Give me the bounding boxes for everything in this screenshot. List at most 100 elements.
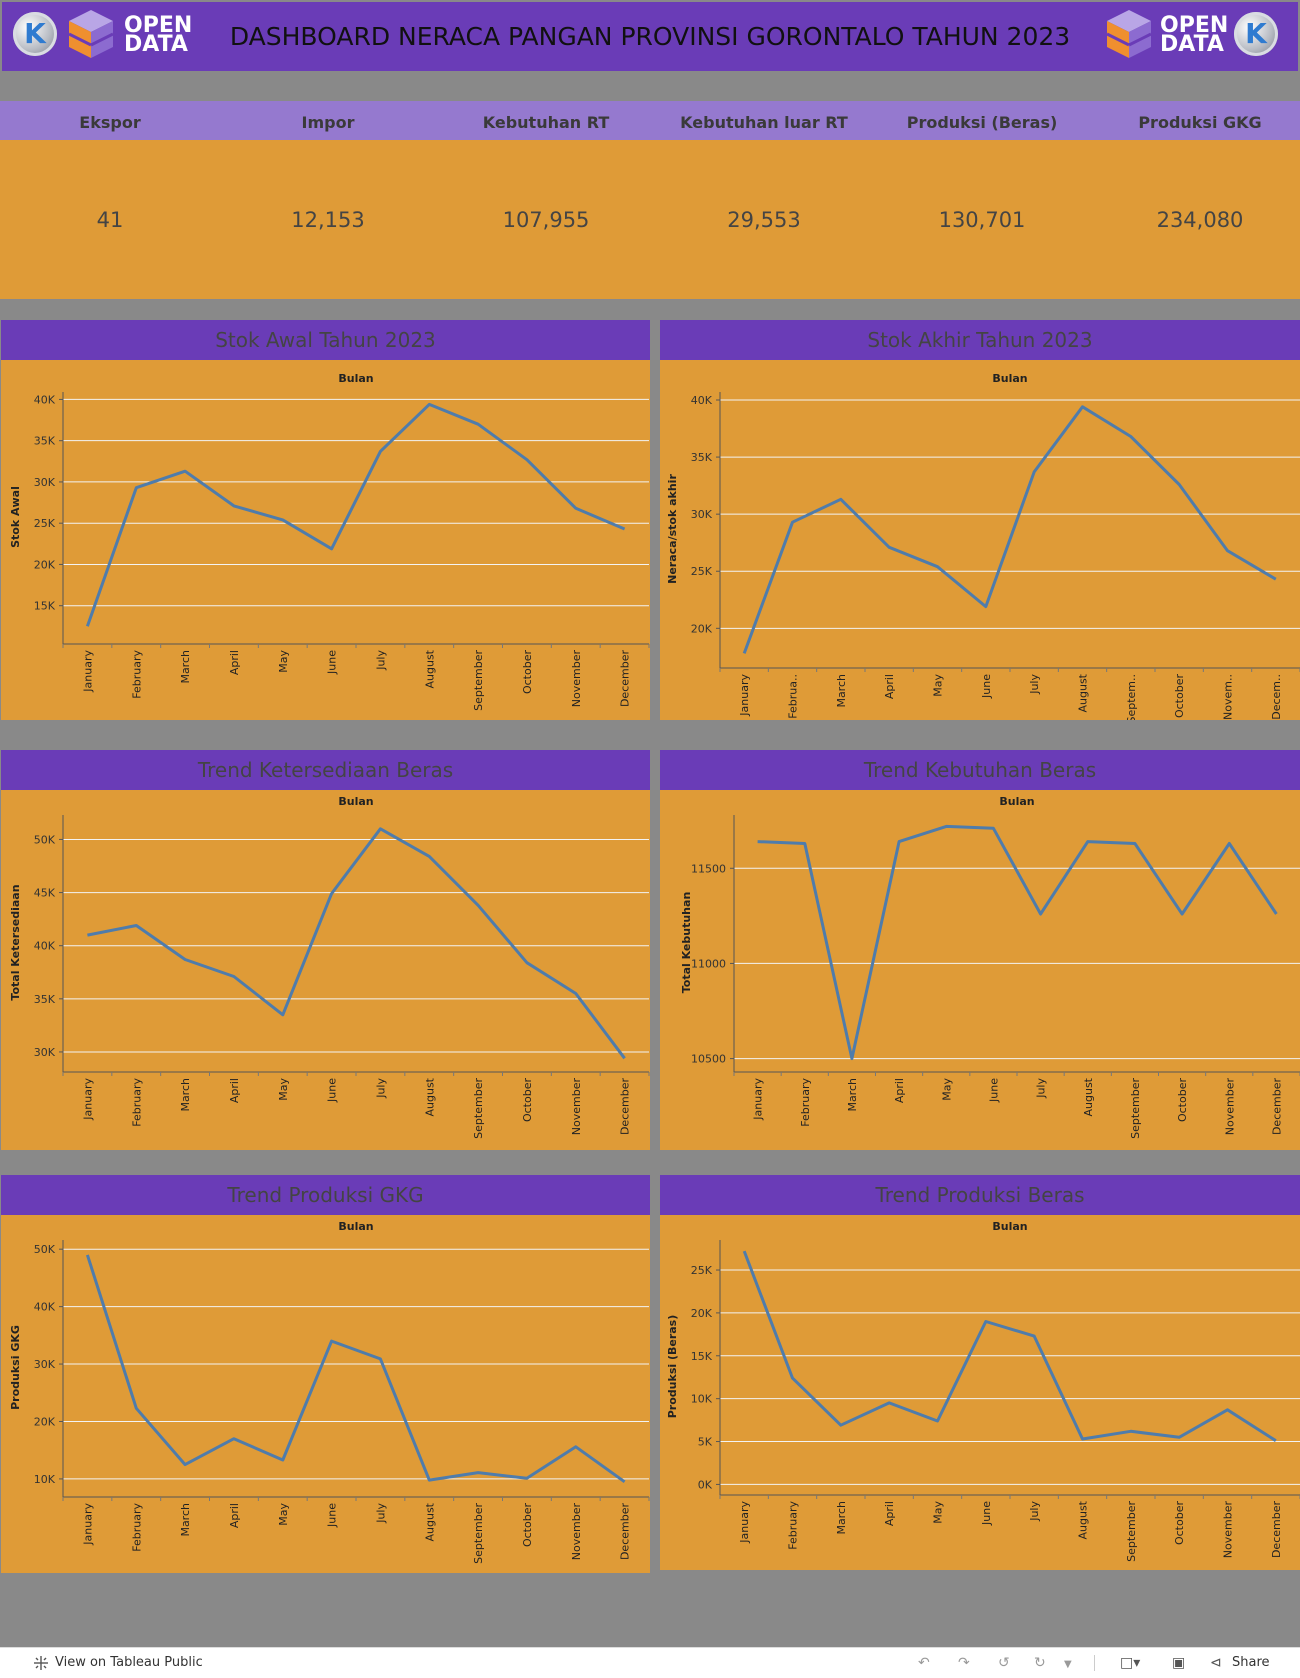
chart-2-ytick-label: 35K — [34, 993, 56, 1006]
chart-3-data-point[interactable] — [848, 1055, 856, 1063]
fullscreen-icon[interactable]: ▣ — [1172, 1655, 1186, 1671]
chart-2-data-point[interactable] — [425, 852, 433, 860]
chart-4-data-point[interactable] — [621, 1478, 629, 1486]
chart-5-data-point[interactable] — [885, 1399, 893, 1407]
chart-1-xtick-label: May — [932, 674, 945, 697]
chart-3-data-point[interactable] — [942, 822, 950, 830]
chart-2-data-point[interactable] — [572, 990, 580, 998]
redo-icon[interactable]: ↷ — [958, 1655, 970, 1671]
chart-2-data-point[interactable] — [328, 890, 336, 898]
chart-5-data-point[interactable] — [1127, 1427, 1135, 1435]
kpi-value-kebutuhan-rt[interactable]: 107,955 — [502, 208, 590, 232]
kpi-value-kebutuhan-luar-rt[interactable]: 29,553 — [727, 208, 801, 232]
undo-icon[interactable]: ↶ — [918, 1655, 930, 1671]
chart-5-data-point[interactable] — [837, 1421, 845, 1429]
chart-0-data-point[interactable] — [132, 484, 140, 492]
view-on-tableau-link[interactable]: View on Tableau Public — [55, 1655, 203, 1670]
chart-4-data-point[interactable] — [83, 1251, 91, 1259]
chart-3-data-point[interactable] — [1225, 840, 1233, 848]
chart-0-data-point[interactable] — [181, 467, 189, 475]
chart-5-data-point[interactable] — [1030, 1332, 1038, 1340]
chart-ketersediaan[interactable]: Bulan 30K 35K 40K 45K 50K Total Ketersediaan Ja… — [1, 790, 650, 1150]
chart-1-data-point[interactable] — [934, 563, 942, 571]
chart-1-data-point[interactable] — [982, 603, 990, 611]
chart-0-data-point[interactable] — [83, 622, 91, 630]
chart-4-data-point[interactable] — [230, 1435, 238, 1443]
chart-0-data-point[interactable] — [279, 516, 287, 524]
chart-1-data-point[interactable] — [1224, 547, 1232, 555]
chart-3-data-point[interactable] — [1084, 838, 1092, 846]
chart-2-data-point[interactable] — [132, 922, 140, 930]
chart-3-data-point[interactable] — [1037, 910, 1045, 918]
kpi-value-impor[interactable]: 12,153 — [291, 208, 365, 232]
chart-3-data-point[interactable] — [801, 840, 809, 848]
chart-4-series-line — [85, 1254, 626, 1484]
chart-5-data-point[interactable] — [789, 1374, 797, 1382]
chart-2-data-point[interactable] — [181, 956, 189, 964]
chart-2-data-point[interactable] — [621, 1054, 629, 1062]
chart-0-data-point[interactable] — [328, 545, 336, 553]
revert-icon[interactable]: ↺ — [998, 1655, 1010, 1671]
chart-2-data-point[interactable] — [279, 1011, 287, 1019]
chart-4-data-point[interactable] — [132, 1404, 140, 1412]
chart-0-data-point[interactable] — [474, 420, 482, 428]
chart-2-data-point[interactable] — [474, 901, 482, 909]
chart-produksi-gkg[interactable]: Bulan 10K 20K 30K 40K 50K Produksi GKG January F… — [1, 1215, 650, 1573]
chart-stok-akhir[interactable]: Bulan 20K 25K 30K 35K 40K Neraca/stok akhir Jan… — [660, 360, 1300, 724]
chart-0-xtick-label: July — [374, 650, 387, 671]
kpi-value-ekspor[interactable]: 41 — [96, 208, 124, 232]
chart-2-data-point[interactable] — [230, 973, 238, 981]
chart-0-xtick-label: October — [521, 650, 534, 694]
chart-0-data-point[interactable] — [621, 525, 629, 533]
chart-1-data-point[interactable] — [1030, 468, 1038, 476]
chart-5-data-point[interactable] — [1224, 1406, 1232, 1414]
chart-4-data-point[interactable] — [425, 1476, 433, 1484]
chart-2-data-point[interactable] — [83, 931, 91, 939]
kpi-value-produksi-beras[interactable]: 130,701 — [938, 208, 1026, 232]
chart-0-data-point[interactable] — [523, 456, 531, 464]
chart-1-data-point[interactable] — [789, 518, 797, 526]
chart-5-data-point[interactable] — [1175, 1433, 1183, 1441]
chart-4-data-point[interactable] — [328, 1337, 336, 1345]
chart-3-data-point[interactable] — [754, 838, 762, 846]
chart-4-data-point[interactable] — [279, 1456, 287, 1464]
comment-dropdown-icon[interactable]: □▾ — [1120, 1655, 1141, 1671]
chart-1-data-point[interactable] — [1079, 403, 1087, 411]
chart-1-data-point[interactable] — [1127, 433, 1135, 441]
chart-4-data-point[interactable] — [181, 1461, 189, 1469]
chart-4-data-point[interactable] — [572, 1443, 580, 1451]
chart-4-ytick-label: 20K — [34, 1415, 56, 1428]
chart-3-data-point[interactable] — [989, 824, 997, 832]
chart-1-data-point[interactable] — [885, 543, 893, 551]
chart-2-data-point[interactable] — [523, 959, 531, 967]
chart-3-data-point[interactable] — [895, 838, 903, 846]
chart-5-data-point[interactable] — [1079, 1435, 1087, 1443]
share-button[interactable]: Share — [1232, 1655, 1270, 1670]
chart-3-data-point[interactable] — [1131, 840, 1139, 848]
chart-produksi-beras[interactable]: Bulan 0K 5K 10K 15K 20K 25K Produksi (Beras) Jan… — [660, 1215, 1300, 1570]
chart-0-data-point[interactable] — [425, 400, 433, 408]
pause-dropdown-icon[interactable]: ▼ — [1064, 1659, 1072, 1670]
chart-5-data-point[interactable] — [934, 1417, 942, 1425]
chart-4-data-point[interactable] — [523, 1474, 531, 1482]
chart-4-data-point[interactable] — [376, 1355, 384, 1363]
chart-1-data-point[interactable] — [740, 649, 748, 657]
chart-5-data-point[interactable] — [1272, 1437, 1280, 1445]
share-icon[interactable]: ⊲ — [1210, 1655, 1222, 1671]
chart-3-data-point[interactable] — [1178, 910, 1186, 918]
chart-1-data-point[interactable] — [1175, 480, 1183, 488]
chart-0-data-point[interactable] — [376, 447, 384, 455]
chart-kebutuhan[interactable]: Bulan 10500 11000 11500 Total Kebutuhan Janua… — [660, 790, 1300, 1150]
chart-1-data-point[interactable] — [1272, 575, 1280, 583]
kpi-value-produksi-gkg[interactable]: 234,080 — [1156, 208, 1244, 232]
chart-4-data-point[interactable] — [474, 1469, 482, 1477]
chart-stok-awal[interactable]: Bulan 15K 20K 25K 30K 35K 40K Stok Awal January F… — [1, 360, 650, 720]
chart-0-data-point[interactable] — [230, 502, 238, 510]
chart-0-data-point[interactable] — [572, 504, 580, 512]
chart-2-data-point[interactable] — [376, 825, 384, 833]
chart-5-data-point[interactable] — [740, 1247, 748, 1255]
refresh-icon[interactable]: ↻ — [1034, 1655, 1046, 1671]
chart-3-data-point[interactable] — [1272, 910, 1280, 918]
chart-1-data-point[interactable] — [837, 495, 845, 503]
chart-5-data-point[interactable] — [982, 1317, 990, 1325]
